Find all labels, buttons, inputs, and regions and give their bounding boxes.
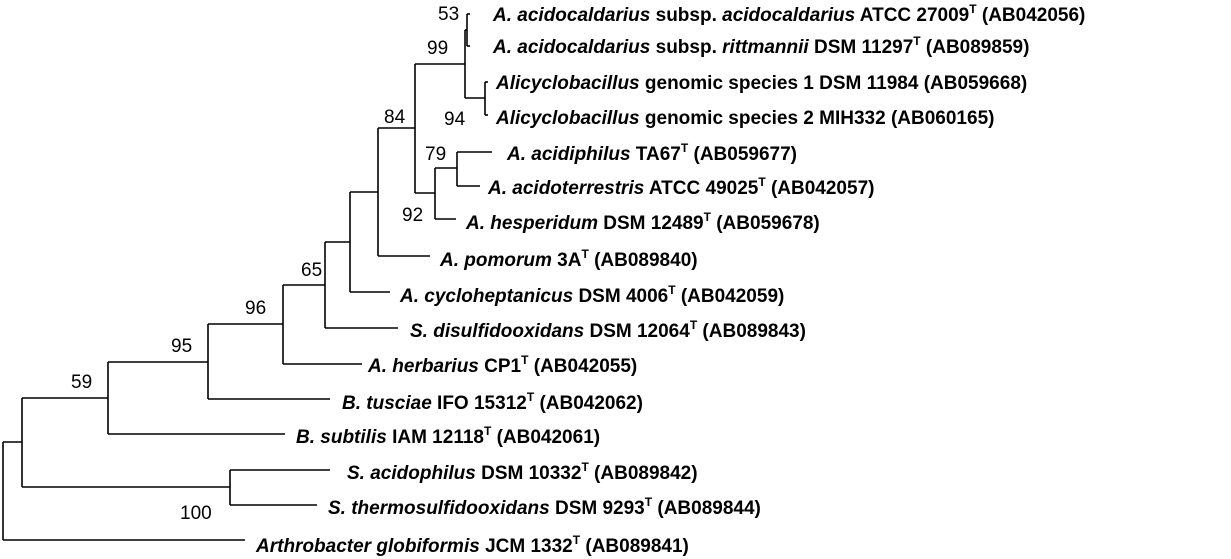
taxon-name: S. acidophilus bbox=[347, 463, 476, 484]
taxon-name: S. thermosulfidooxidans bbox=[328, 498, 550, 519]
taxon-name: A. acidocaldarius bbox=[492, 5, 650, 26]
taxon-accession: (AB059677) bbox=[688, 144, 797, 165]
bootstrap-value-65: 65 bbox=[301, 260, 322, 281]
bootstrap-value-96: 96 bbox=[245, 298, 266, 319]
taxon-name: A. herbarius bbox=[367, 356, 479, 377]
bootstrap-value-94: 94 bbox=[444, 109, 466, 130]
type-strain-mark: T bbox=[645, 495, 653, 509]
taxon-strain: genomic species 1 DSM 11984 bbox=[640, 73, 919, 94]
taxon-label-t10: S. disulfidooxidans DSM 12064T (AB089843… bbox=[410, 318, 806, 342]
taxon-strain: DSM 4006 bbox=[573, 286, 668, 307]
taxon-name: Alicyclobacillus bbox=[495, 73, 640, 94]
taxon-strain: DSM 12489 bbox=[598, 213, 704, 234]
taxon-label-t11: A. herbarius CP1T (AB042055) bbox=[367, 353, 637, 377]
taxon-rank: subsp. bbox=[650, 5, 722, 26]
taxon-name: S. disulfidooxidans bbox=[410, 321, 584, 342]
taxon-strain: ATCC 49025 bbox=[644, 178, 758, 199]
taxon-label-t4: Alicyclobacillus genomic species 2 MIH33… bbox=[495, 108, 994, 129]
taxon-strain: CP1 bbox=[479, 356, 522, 377]
type-strain-mark: T bbox=[913, 34, 921, 48]
taxon-label-t9: A. cycloheptanicus DSM 4006T (AB042059) bbox=[399, 283, 784, 307]
taxon-name: A. acidocaldarius bbox=[492, 37, 650, 58]
taxon-label-t6: A. acidoterrestris ATCC 49025T (AB042057… bbox=[487, 175, 874, 199]
taxon-name: A. pomorum bbox=[439, 250, 552, 271]
taxon-accession: (AB042057) bbox=[766, 178, 875, 199]
bootstrap-value-59: 59 bbox=[71, 372, 92, 393]
taxon-accession: (AB089841) bbox=[580, 536, 689, 557]
bootstrap-value-53: 53 bbox=[438, 4, 459, 25]
type-strain-mark: T bbox=[690, 318, 698, 332]
taxon-label-t13: B. subtilis IAM 12118T (AB042061) bbox=[296, 424, 600, 448]
taxon-name: A. acidoterrestris bbox=[487, 178, 644, 199]
taxon-strain: IAM 12118 bbox=[387, 427, 484, 448]
type-strain-mark: T bbox=[668, 283, 676, 297]
type-strain-mark: T bbox=[573, 533, 581, 547]
taxon-label-t14: S. acidophilus DSM 10332T (AB089842) bbox=[347, 460, 698, 484]
taxon-subname: rittmannii bbox=[722, 37, 809, 58]
type-strain-mark: T bbox=[581, 247, 589, 261]
taxon-accession: (AB042062) bbox=[534, 393, 643, 414]
bootstrap-value-95: 95 bbox=[171, 336, 192, 357]
bootstrap-value-99: 99 bbox=[427, 38, 448, 59]
taxon-accession: (AB089840) bbox=[589, 250, 698, 271]
type-strain-mark: T bbox=[484, 424, 492, 438]
bootstrap-value-100: 100 bbox=[180, 503, 212, 524]
taxon-name: Arthrobacter globiformis bbox=[255, 536, 480, 557]
type-strain-mark: T bbox=[527, 390, 535, 404]
taxon-label-t16: Arthrobacter globiformis JCM 1332T (AB08… bbox=[255, 533, 689, 557]
taxon-accession: (AB059668) bbox=[918, 73, 1027, 94]
taxon-name: Alicyclobacillus bbox=[495, 108, 640, 129]
taxon-accession: (AB042061) bbox=[491, 427, 600, 448]
taxon-accession: (AB059678) bbox=[711, 213, 820, 234]
taxon-strain: IFO 15312 bbox=[432, 393, 527, 414]
taxon-label-t15: S. thermosulfidooxidans DSM 9293T (AB089… bbox=[328, 495, 761, 519]
taxon-rank: subsp. bbox=[650, 37, 722, 58]
taxon-accession: (AB089859) bbox=[921, 37, 1030, 58]
taxon-strain: DSM 12064 bbox=[584, 321, 690, 342]
taxon-subname: acidocaldarius bbox=[722, 5, 855, 26]
taxon-strain: DSM 10332 bbox=[476, 463, 582, 484]
taxon-label-t2: A. acidocaldarius subsp. rittmannii DSM … bbox=[492, 34, 1029, 58]
taxon-strain: 3A bbox=[552, 250, 582, 271]
type-strain-mark: T bbox=[681, 141, 689, 155]
taxon-label-t12: B. tusciae IFO 15312T (AB042062) bbox=[342, 390, 643, 414]
taxon-strain: ATCC 27009 bbox=[855, 5, 969, 26]
taxon-name: A. cycloheptanicus bbox=[399, 286, 573, 307]
taxon-accession: (AB089843) bbox=[697, 321, 806, 342]
taxon-label-t1: A. acidocaldarius subsp. acidocaldarius … bbox=[492, 2, 1085, 26]
taxon-strain: TA67 bbox=[631, 144, 681, 165]
taxon-accession: (AB042055) bbox=[528, 356, 637, 377]
taxon-accession: (AB060165) bbox=[886, 108, 995, 129]
type-strain-mark: T bbox=[581, 460, 589, 474]
bootstrap-value-79: 79 bbox=[425, 144, 446, 165]
taxon-label-t8: A. pomorum 3AT (AB089840) bbox=[439, 247, 698, 271]
taxon-strain: DSM 9293 bbox=[550, 498, 645, 519]
type-strain-mark: T bbox=[969, 2, 977, 16]
taxon-label-t3: Alicyclobacillus genomic species 1 DSM 1… bbox=[495, 73, 1027, 94]
taxon-strain: DSM 11297 bbox=[809, 37, 914, 58]
type-strain-mark: T bbox=[704, 210, 712, 224]
taxon-label-t5: A. acidiphilus TA67T (AB059677) bbox=[506, 141, 797, 165]
taxon-label-t7: A. hesperidum DSM 12489T (AB059678) bbox=[465, 210, 820, 234]
type-strain-mark: T bbox=[521, 353, 529, 367]
bootstrap-value-92: 92 bbox=[402, 205, 423, 226]
taxon-accession: (AB089844) bbox=[652, 498, 761, 519]
taxon-name: A. acidiphilus bbox=[506, 144, 631, 165]
taxon-strain: genomic species 2 MIH332 bbox=[640, 108, 886, 129]
taxon-accession: (AB089842) bbox=[589, 463, 698, 484]
taxon-name: A. hesperidum bbox=[465, 213, 598, 234]
taxon-accession: (AB042059) bbox=[676, 286, 785, 307]
taxon-strain: JCM 1332 bbox=[480, 536, 573, 557]
bootstrap-value-84: 84 bbox=[384, 107, 406, 128]
taxon-name: B. tusciae bbox=[342, 393, 432, 414]
taxon-name: B. subtilis bbox=[296, 427, 387, 448]
taxon-accession: (AB042056) bbox=[977, 5, 1086, 26]
type-strain-mark: T bbox=[758, 175, 766, 189]
